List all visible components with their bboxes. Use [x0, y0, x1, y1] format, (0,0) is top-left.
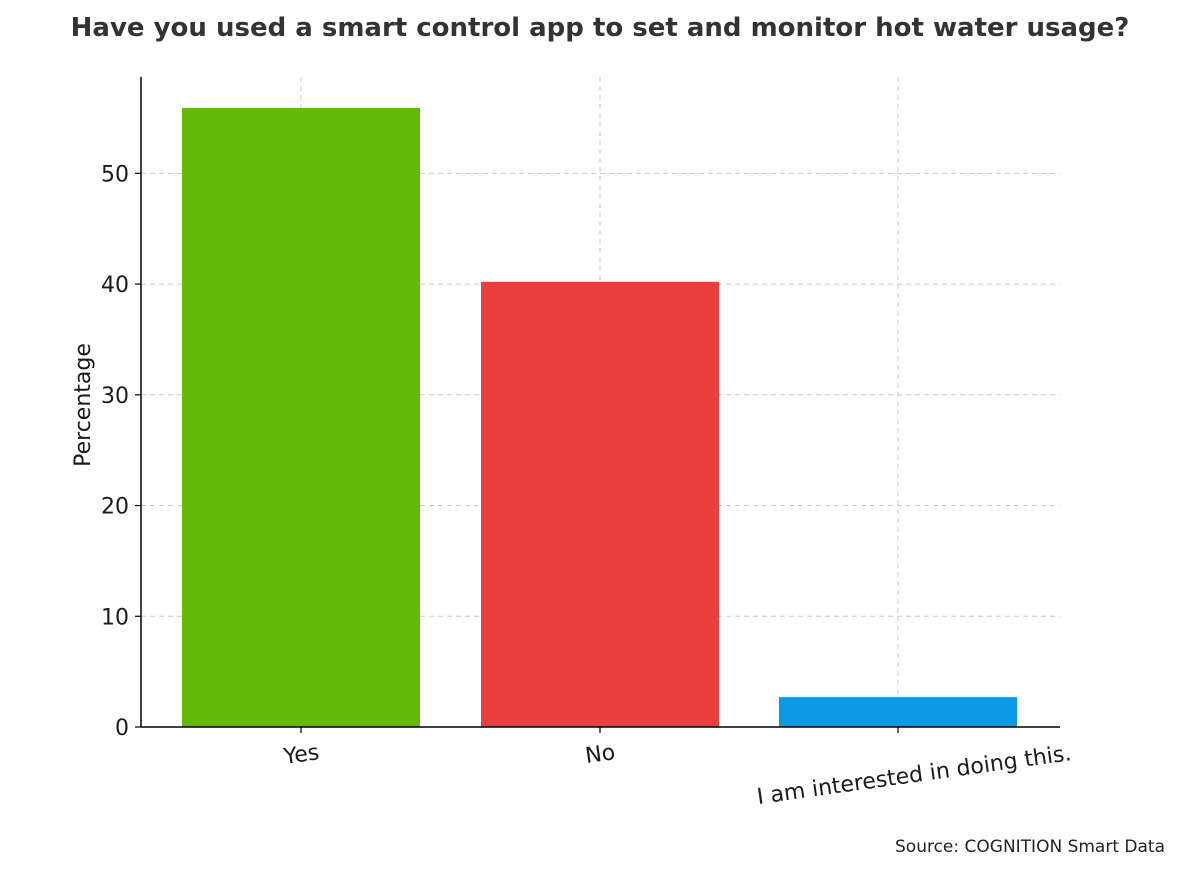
chart-title: Have you used a smart control app to set…	[71, 13, 1130, 43]
y-tick-label: 40	[101, 273, 129, 298]
bar-0	[182, 108, 420, 727]
y-tick-label: 50	[101, 162, 129, 187]
y-ticks: 0 10 20 30 40 50	[101, 162, 141, 741]
y-axis-label: Percentage	[71, 343, 96, 467]
x-tick-label: Yes	[281, 740, 321, 770]
bar-1	[481, 281, 719, 727]
bars	[182, 108, 1017, 727]
y-tick-label: 20	[101, 495, 129, 520]
y-tick-label: 10	[101, 605, 129, 630]
source-note: Source: COGNITION Smart Data	[895, 837, 1165, 857]
x-tick-label: I am interested in doing this.	[756, 741, 1073, 810]
bar-2	[779, 697, 1017, 727]
x-ticks: Yes No I am interested in doing this.	[281, 727, 1073, 810]
y-tick-label: 30	[101, 384, 129, 409]
x-tick-label: No	[584, 740, 617, 769]
y-tick-label: 0	[115, 716, 129, 741]
